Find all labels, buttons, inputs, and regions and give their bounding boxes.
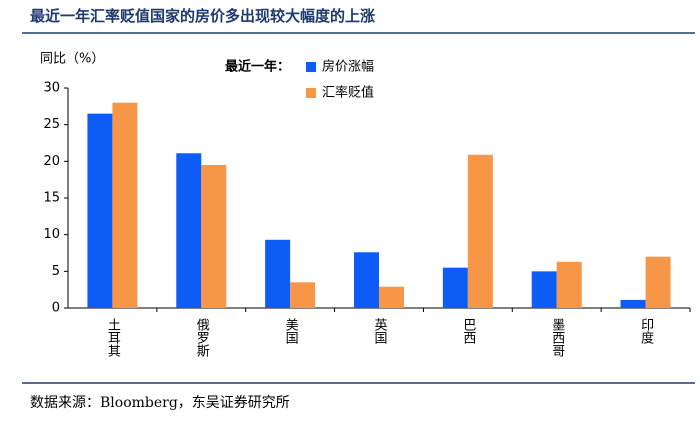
- legend-label: 房价涨幅: [322, 59, 374, 75]
- bar: [290, 282, 316, 308]
- y-axis-label: 同比（%）: [40, 52, 104, 67]
- bar: [379, 286, 404, 308]
- legend-swatch: [306, 88, 316, 98]
- x-tick-label: 美国: [283, 318, 299, 344]
- bar: [112, 102, 138, 309]
- bar: [176, 153, 202, 308]
- legend-swatch: [306, 62, 316, 72]
- y-tick-label: 20: [43, 154, 60, 169]
- legend-title: 最近一年：: [225, 59, 290, 75]
- y-tick-label: 10: [43, 227, 60, 242]
- bar: [467, 154, 493, 308]
- bar: [556, 261, 582, 308]
- bar: [354, 252, 379, 308]
- bar: [620, 299, 646, 308]
- x-tick-label: 印度: [638, 318, 654, 344]
- bar: [645, 256, 671, 308]
- x-tick-label: 墨西哥: [549, 318, 565, 357]
- bar: [531, 271, 557, 308]
- y-tick-label: 5: [52, 264, 60, 279]
- y-tick-label: 0: [52, 301, 60, 316]
- chart-title: 最近一年汇率贬值国家的房价多出现较大幅度的上涨: [30, 7, 375, 25]
- y-tick-label: 25: [43, 117, 60, 132]
- y-tick-label: 15: [43, 191, 60, 206]
- bar: [201, 165, 227, 308]
- x-tick-label: 土耳其: [105, 318, 121, 357]
- x-tick-label: 英国: [372, 318, 388, 344]
- source: 数据来源：Bloomberg，东吴证券研究所: [30, 395, 290, 411]
- x-tick-label: 俄罗斯: [194, 318, 210, 358]
- y-tick-label: 30: [43, 81, 60, 96]
- x-tick-label: 巴西: [460, 318, 476, 344]
- legend-label: 汇率贬值: [322, 85, 374, 101]
- bar: [265, 239, 291, 308]
- bar: [87, 113, 113, 309]
- bar: [442, 267, 468, 308]
